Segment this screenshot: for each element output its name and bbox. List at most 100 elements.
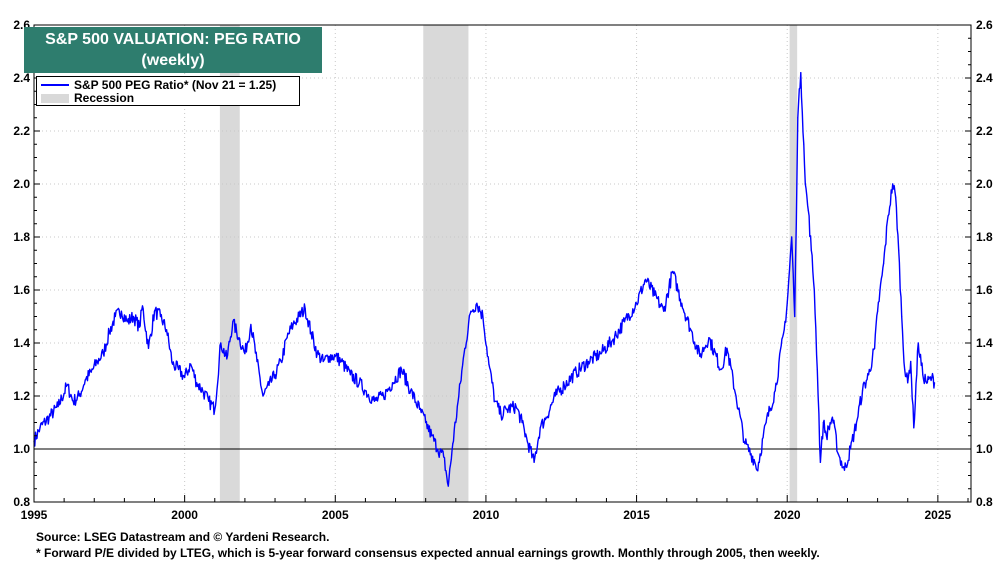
data-point [214,408,216,410]
data-point [807,209,809,212]
data-point [84,379,86,381]
data-point [171,363,174,365]
data-point [708,337,710,339]
y-tick-label-right-2: 1.2 [976,389,993,403]
data-point [458,395,460,397]
data-point [735,395,737,397]
data-point [262,395,264,397]
data-point [545,416,547,418]
data-point [304,307,306,310]
data-point [425,421,427,424]
data-point [837,453,840,455]
y-tick-label-right-5: 1.8 [976,230,993,244]
data-point [539,427,541,429]
legend-line-swatch [41,84,69,86]
data-point [126,321,128,323]
data-point [506,408,508,410]
y-tick-label-left-0: 0.8 [13,495,30,509]
data-point [822,421,824,424]
data-point [699,355,701,357]
data-point [774,390,776,392]
data-point [114,315,116,318]
data-point [765,421,767,424]
data-point [611,339,614,341]
data-point [244,353,246,355]
data-point [720,368,722,371]
data-point [340,360,342,363]
data-point [208,400,210,402]
data-point [786,302,788,304]
x-tick-label-2: 2005 [322,508,349,522]
data-point [138,326,141,328]
data-point [72,400,74,402]
data-point [410,390,412,392]
recession-layer [219,25,798,502]
data-point [256,360,258,363]
data-point [887,215,889,217]
data-point [280,360,282,363]
data-point [645,278,647,280]
legend-label-recession: Recession [74,91,135,105]
data-point [286,337,288,339]
data-point [803,143,805,145]
y-tick-label-left-6: 2.0 [13,177,30,191]
data-point [476,302,478,304]
chart-title-box: S&P 500 VALUATION: PEG RATIO (weekly) [24,27,322,73]
y-tick-label-left-2: 1.2 [13,389,30,403]
x-tick-label-3: 2010 [473,508,500,522]
data-point [102,353,104,355]
data-point [373,400,376,402]
data-point [654,294,656,296]
data-point [663,310,665,312]
x-tick-label-0: 1995 [21,508,48,522]
data-point [500,413,502,416]
legend-recession-swatch [41,93,69,103]
data-point [184,376,186,379]
legend-label-peg: S&P 500 PEG Ratio* (Nov 21 = 1.25) [74,78,277,92]
data-point [898,249,900,251]
y-tick-label-right-8: 2.4 [976,71,993,85]
y-tick-label-left-5: 1.8 [13,230,30,244]
y-tick-label-left-8: 2.4 [13,71,30,85]
data-point [349,374,351,376]
y-tick-label-right-9: 2.6 [976,18,993,32]
data-point [867,374,870,376]
data-point [226,358,228,360]
data-point [400,368,403,371]
data-point [563,384,565,386]
data-point [907,382,909,384]
data-point [797,117,799,119]
data-point [178,368,180,371]
data-point [892,183,894,185]
footnote: * Forward P/E divided by LTEG, which is … [36,546,820,560]
data-point [298,315,300,318]
data-point [917,342,919,344]
data-point [816,368,818,371]
x-tick-label-5: 2020 [774,508,801,522]
data-point [488,363,490,365]
data-point [855,421,858,424]
data-point [196,382,198,384]
data-point [48,416,50,418]
data-point [220,342,222,344]
data-point [873,347,876,349]
data-point [810,249,812,251]
x-tick-label-6: 2025 [925,508,952,522]
data-point [141,305,144,307]
data-point [268,384,270,386]
data-point [794,315,796,318]
data-point [452,443,454,445]
y-tick-label-right-6: 2.0 [976,177,993,191]
data-point [813,289,815,291]
data-point [726,347,728,349]
data-point [933,382,936,384]
data-point [57,406,59,408]
data-point [310,331,312,333]
data-point [672,270,674,273]
data-point [494,400,496,402]
data-point [783,329,785,331]
data-point [132,315,135,318]
y-tick-label-left-7: 2.2 [13,124,30,138]
y-tick-label-right-3: 1.4 [976,336,993,350]
